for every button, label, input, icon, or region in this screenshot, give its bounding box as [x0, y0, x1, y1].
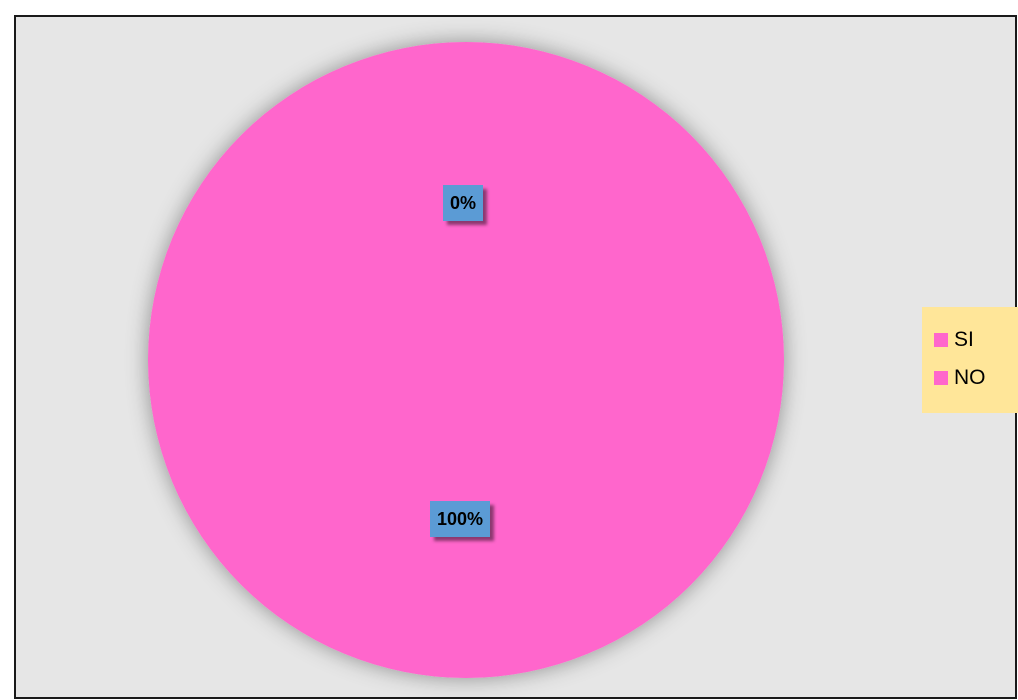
legend-label-no: NO — [954, 366, 986, 389]
legend-swatch-si — [934, 333, 948, 347]
data-label-no: 100% — [430, 501, 491, 537]
data-label-si: 0% — [443, 185, 484, 221]
legend: SI NO — [922, 307, 1018, 413]
chart-area: 0% 100% SI NO — [14, 15, 1018, 699]
pie-slices — [148, 42, 784, 678]
pie-slice-no — [148, 42, 784, 678]
pie-chart — [148, 42, 784, 678]
legend-item-si: SI — [934, 321, 1018, 359]
legend-label-si: SI — [954, 328, 974, 351]
legend-swatch-no — [934, 371, 948, 385]
legend-item-no: NO — [934, 359, 1018, 397]
